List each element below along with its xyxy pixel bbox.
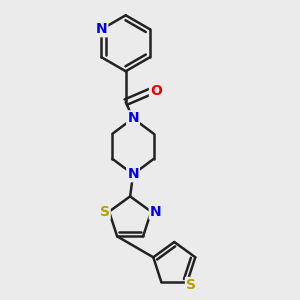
Text: N: N (127, 167, 139, 181)
Text: N: N (150, 205, 161, 219)
Text: N: N (127, 111, 139, 125)
Text: N: N (96, 22, 107, 36)
Text: O: O (150, 84, 162, 98)
Text: S: S (186, 278, 196, 292)
Text: S: S (100, 205, 110, 219)
